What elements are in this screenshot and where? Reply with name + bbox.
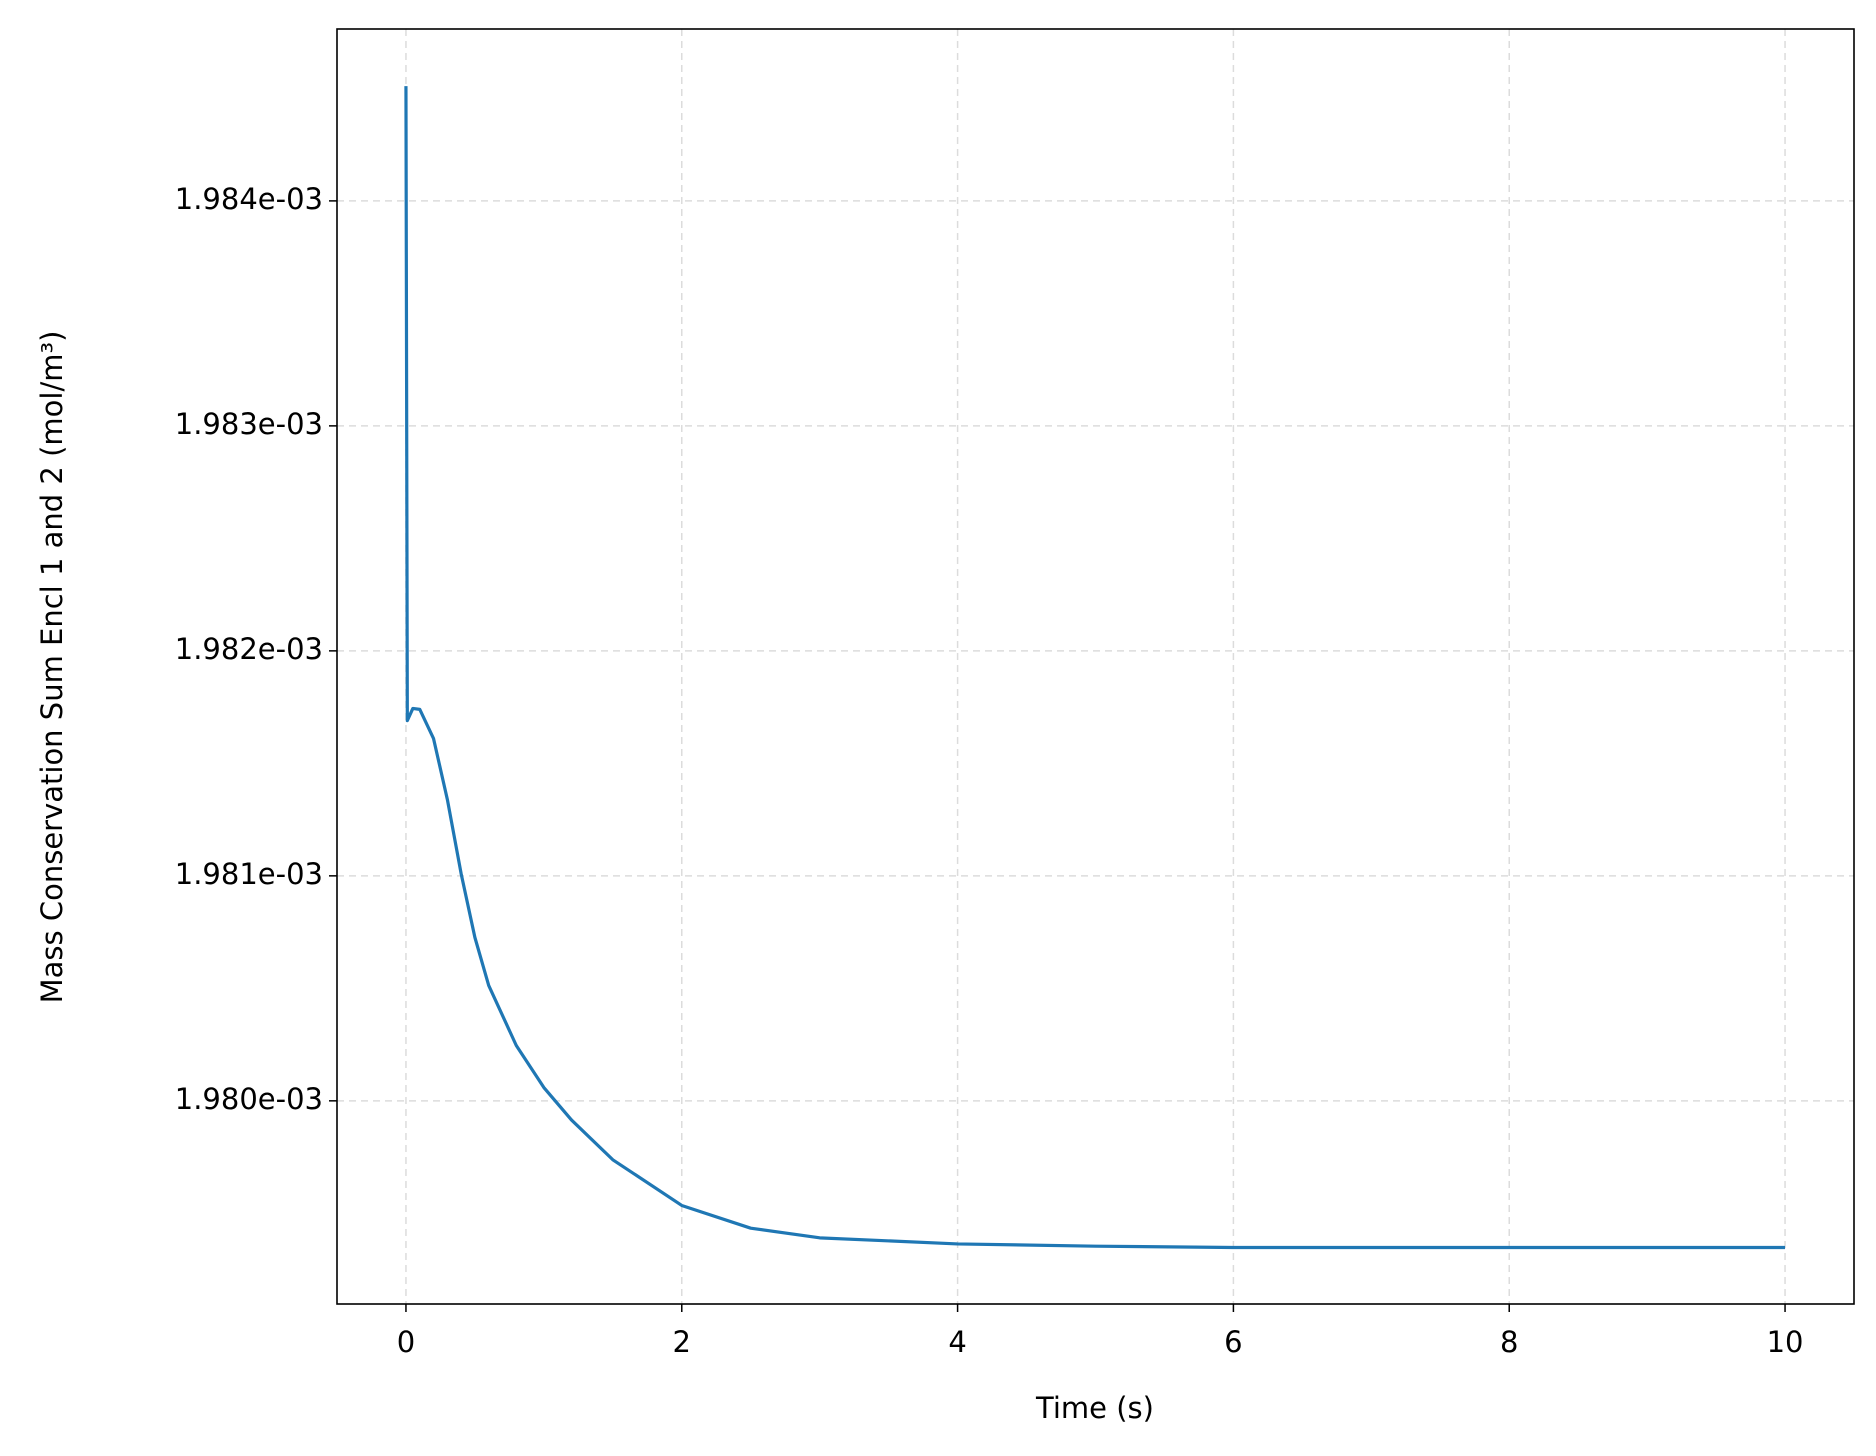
y-axis-label: Mass Conservation Sum Encl 1 and 2 (mol/… [35,331,69,1004]
y-tick-label: 1.984e-03 [175,182,323,216]
x-tick-label: 10 [1767,1325,1804,1359]
x-tick-label: 0 [397,1325,415,1359]
x-tick-label: 2 [673,1325,691,1359]
plot-frame [336,28,1855,1305]
x-axis-label: Time (s) [1035,1391,1154,1425]
x-tick-label: 8 [1500,1325,1518,1359]
line-series [404,86,1786,1250]
y-tick-label: 1.983e-03 [175,407,323,441]
y-tick-label: 1.980e-03 [175,1082,323,1116]
x-tick-label: 4 [948,1325,966,1359]
x-tick-label: 6 [1224,1325,1242,1359]
y-tick-label: 1.981e-03 [175,857,323,891]
y-tick-label: 1.982e-03 [175,632,323,666]
